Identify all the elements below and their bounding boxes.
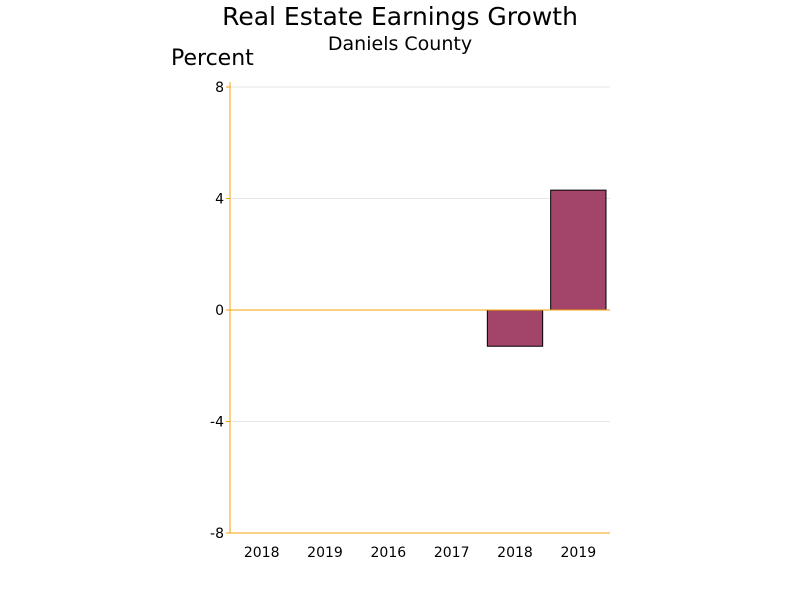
x-tick-label: 2019 [561,545,597,561]
y-tick-label: 0 [215,303,224,319]
axes [226,82,610,534]
chart-title: Real Estate Earnings Growth [222,2,578,31]
chart-subtitle: Daniels County [327,33,473,55]
y-tick-label: 4 [215,192,224,208]
bar-5 [550,189,607,311]
bar-4 [486,309,544,347]
gridlines [230,86,610,422]
y-tick-labels: 8 4 0 -4 -8 [210,80,224,542]
y-axis-label: Percent [171,46,254,71]
x-tick-label: 2018 [244,545,280,561]
x-tick-labels: 2018 2019 2016 2017 2018 2019 [244,545,596,561]
x-tick-label: 2017 [434,545,470,561]
y-tick-label: 8 [215,80,224,96]
x-tick-label: 2018 [497,545,533,561]
x-tick-label: 2016 [371,545,407,561]
y-tick-label: -8 [210,526,224,542]
bars [486,189,607,347]
y-tick-label: -4 [210,415,224,431]
x-tick-label: 2019 [307,545,343,561]
